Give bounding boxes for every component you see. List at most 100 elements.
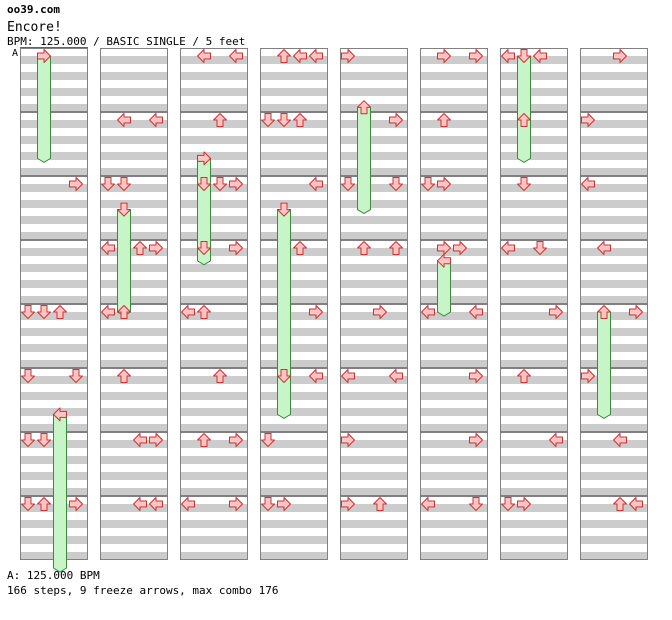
offbeat-row xyxy=(100,424,168,432)
step-arrow xyxy=(309,177,323,191)
measure-border xyxy=(260,48,328,112)
offbeat-row xyxy=(260,136,328,144)
measure-border xyxy=(180,496,248,560)
offbeat-row xyxy=(580,408,648,416)
offbeat-row xyxy=(180,536,248,544)
offbeat-row xyxy=(340,392,408,400)
offbeat-row xyxy=(180,456,248,464)
step-arrow xyxy=(501,49,515,63)
offbeat-row xyxy=(20,152,88,160)
offbeat-row xyxy=(100,136,168,144)
offbeat-row xyxy=(100,280,168,288)
step-arrow xyxy=(613,49,627,63)
step-arrow xyxy=(469,433,483,447)
beat-row xyxy=(100,48,168,56)
offbeat-row xyxy=(420,264,488,272)
offbeat-row xyxy=(100,504,168,512)
beat-row xyxy=(580,304,648,312)
beat-row xyxy=(340,160,408,168)
step-arrow xyxy=(21,369,35,383)
measure xyxy=(580,112,648,176)
offbeat-row xyxy=(180,392,248,400)
measure xyxy=(260,368,328,432)
beat-row xyxy=(100,480,168,488)
beat-row xyxy=(500,288,568,296)
offbeat-row xyxy=(100,456,168,464)
offbeat-row xyxy=(500,328,568,336)
beat-row xyxy=(20,176,88,184)
measure xyxy=(180,176,248,240)
beat-row xyxy=(180,128,248,136)
offbeat-row xyxy=(100,104,168,112)
offbeat-row xyxy=(580,184,648,192)
beat-row xyxy=(340,480,408,488)
offbeat-row xyxy=(580,104,648,112)
offbeat-row xyxy=(340,488,408,496)
offbeat-row xyxy=(500,264,568,272)
beat-row xyxy=(500,416,568,424)
step-arrow xyxy=(469,369,483,383)
step-arrow xyxy=(117,369,131,383)
offbeat-row xyxy=(180,120,248,128)
beat-row xyxy=(580,192,648,200)
beat-row xyxy=(180,368,248,376)
step-arrow xyxy=(149,497,163,511)
beat-row xyxy=(580,400,648,408)
offbeat-row xyxy=(340,184,408,192)
offbeat-row xyxy=(500,216,568,224)
offbeat-row xyxy=(580,136,648,144)
offbeat-row xyxy=(100,120,168,128)
offbeat-row xyxy=(260,408,328,416)
step-arrow xyxy=(581,113,595,127)
offbeat-row xyxy=(500,520,568,528)
offbeat-row xyxy=(100,216,168,224)
measure-border xyxy=(500,304,568,368)
beat-row xyxy=(420,256,488,264)
offbeat-row xyxy=(420,280,488,288)
measure-border xyxy=(260,496,328,560)
measure-border xyxy=(340,368,408,432)
beat-row xyxy=(260,496,328,504)
beat-row xyxy=(180,64,248,72)
beat-row xyxy=(420,368,488,376)
beat-row xyxy=(100,400,168,408)
step-arrow xyxy=(181,497,195,511)
beat-row xyxy=(20,112,88,120)
step-arrow xyxy=(181,305,195,319)
beat-row xyxy=(260,176,328,184)
measure-border xyxy=(100,432,168,496)
measure xyxy=(260,240,328,304)
beat-row xyxy=(500,400,568,408)
step-arrow xyxy=(341,497,355,511)
beat-row xyxy=(20,224,88,232)
measure xyxy=(580,368,648,432)
step-arrow xyxy=(533,49,547,63)
beat-row xyxy=(100,64,168,72)
offbeat-row xyxy=(180,248,248,256)
measure xyxy=(180,112,248,176)
step-arrow xyxy=(581,369,595,383)
beat-row xyxy=(340,192,408,200)
beat-row xyxy=(500,160,568,168)
beat-row xyxy=(100,96,168,104)
beat-row xyxy=(180,176,248,184)
offbeat-row xyxy=(580,520,648,528)
freeze-arrow-body xyxy=(37,55,51,163)
offbeat-row xyxy=(420,152,488,160)
freeze-arrow-head xyxy=(357,100,371,115)
offbeat-row xyxy=(500,504,568,512)
beat-row xyxy=(340,240,408,248)
beat-row xyxy=(180,256,248,264)
freeze-arrow-head xyxy=(597,305,611,319)
offbeat-row xyxy=(580,488,648,496)
offbeat-row xyxy=(100,168,168,176)
beat-row xyxy=(340,272,408,280)
offbeat-row xyxy=(180,152,248,160)
song-title: Encore! xyxy=(7,20,62,35)
offbeat-row xyxy=(580,88,648,96)
beat-row xyxy=(20,48,88,56)
offbeat-row xyxy=(340,152,408,160)
site-name[interactable]: oo39.com xyxy=(7,3,60,16)
beat-row xyxy=(260,96,328,104)
offbeat-row xyxy=(180,440,248,448)
